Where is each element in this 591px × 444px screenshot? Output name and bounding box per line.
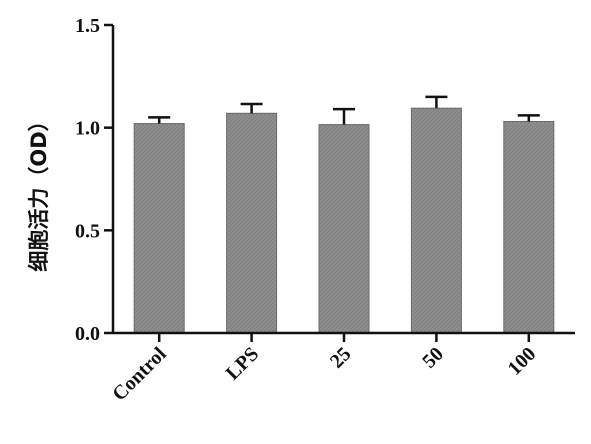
y-ticks-layer: 0.0 0.5 1.0 1.5 [75,15,113,345]
x-tick-label: 100 [504,343,541,380]
x-tick-label: Control [108,343,171,406]
bar-control [133,123,185,334]
bar-25 [318,124,370,334]
x-tick-label: 50 [418,343,448,373]
y-tick-label: 1.0 [75,118,100,140]
bar-50 [410,107,462,334]
bar-100 [503,121,555,334]
y-tick-label: 1.5 [75,15,100,37]
y-axis-title: 细胞活力（OD） [27,110,51,271]
bar-lps [226,112,278,334]
error-bars-layer [148,95,540,125]
x-tick-label: 25 [326,343,356,373]
y-tick-label: 0.0 [75,323,100,345]
y-tick-label: 0.5 [75,220,100,242]
x-tick-label: LPS [222,343,263,384]
x-ticks-layer: Control LPS 25 50 100 [108,333,540,405]
bars-layer [133,107,555,334]
